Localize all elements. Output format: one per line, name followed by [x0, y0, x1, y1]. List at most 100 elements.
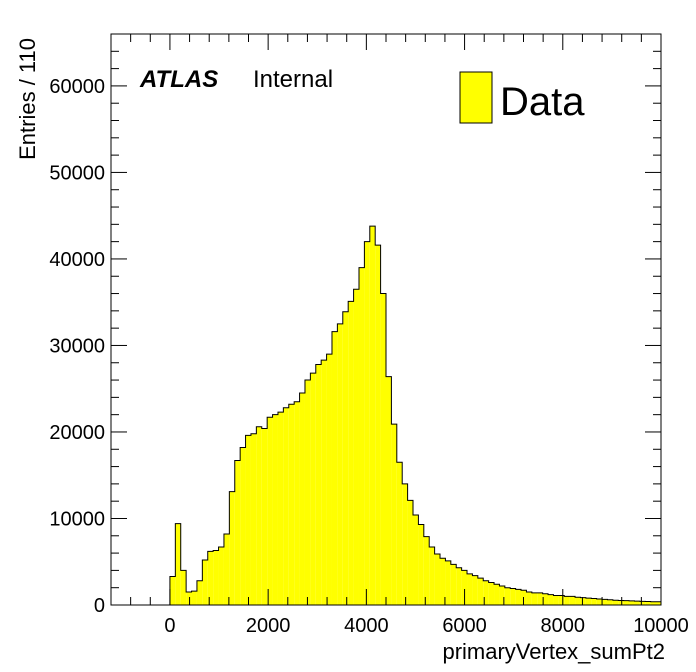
histogram-bin	[472, 576, 477, 605]
histogram-bin	[300, 393, 305, 605]
histogram-bin	[197, 581, 202, 605]
histogram-bin	[343, 312, 348, 605]
y-axis-title: Entries / 110	[15, 38, 40, 160]
histogram-bin	[186, 592, 191, 605]
x-tick-label: 4000	[344, 615, 389, 637]
histogram-bin	[602, 599, 607, 605]
histogram-bin	[445, 561, 450, 605]
histogram-bin	[526, 592, 531, 605]
x-tick-label: 8000	[541, 615, 586, 637]
x-tick-label: 0	[164, 615, 175, 637]
y-tick-label: 40000	[49, 249, 105, 271]
histogram-bin	[559, 595, 564, 605]
histogram-bin	[413, 515, 418, 605]
y-tick-label: 60000	[49, 76, 105, 98]
histogram-bin	[575, 597, 580, 605]
histogram-bin	[235, 461, 240, 605]
histogram-bin	[548, 595, 553, 605]
legend-swatch	[460, 72, 492, 123]
x-tick-label: 6000	[442, 615, 487, 637]
histogram-bin	[375, 245, 380, 605]
x-tick-label: 10000	[633, 615, 689, 637]
x-tick-label: 2000	[246, 615, 291, 637]
histogram-bin	[294, 402, 299, 605]
x-axis-title: primaryVertex_sumPt2	[442, 639, 665, 664]
y-tick-label: 0	[94, 595, 105, 617]
histogram-bin	[640, 601, 645, 605]
histogram-bin	[370, 226, 375, 605]
histogram-bin	[613, 600, 618, 605]
histogram-bin	[332, 332, 337, 605]
histogram-bin	[381, 294, 386, 605]
y-tick-label: 20000	[49, 422, 105, 444]
y-tick-labels: 0 10000 20000 30000 40000 50000 60000	[49, 76, 105, 617]
histogram-bin	[553, 595, 558, 605]
histogram-bin	[586, 598, 591, 605]
histogram-bin	[451, 564, 456, 605]
histogram-bin	[229, 492, 234, 605]
y-tick-label: 30000	[49, 335, 105, 357]
histogram-bin	[208, 551, 213, 605]
histogram-bin	[489, 583, 494, 605]
histogram-bin	[305, 380, 310, 605]
histogram-bin	[629, 601, 634, 605]
histogram-bin	[181, 570, 186, 605]
histogram-bin	[246, 435, 251, 605]
x-tick-labels: 0 2000 4000 6000 8000 10000	[164, 615, 688, 637]
y-tick-label: 10000	[49, 508, 105, 530]
histogram-bin	[262, 429, 267, 605]
histogram-bin	[240, 448, 245, 605]
histogram-bin	[467, 574, 472, 605]
histogram-bin	[634, 601, 639, 605]
histogram-bin	[219, 547, 224, 605]
histogram-bin	[397, 462, 402, 605]
histogram-bin	[618, 601, 623, 605]
histogram-bin	[192, 591, 197, 605]
histogram-bin	[391, 424, 396, 605]
histogram-bin	[429, 547, 434, 605]
histogram-bin	[337, 324, 342, 605]
histogram-bin	[273, 415, 278, 605]
histogram-bin	[591, 599, 596, 605]
histogram-bin	[310, 373, 315, 605]
histogram-bars	[170, 226, 661, 605]
histogram-bin	[624, 601, 629, 605]
histogram-bin	[402, 484, 407, 605]
histogram-bin	[607, 600, 612, 605]
histogram-bin	[570, 596, 575, 605]
atlas-label: ATLAS	[139, 66, 218, 93]
histogram-bin	[278, 412, 283, 605]
histogram-bin	[327, 354, 332, 605]
histogram-bin	[456, 568, 461, 605]
histogram-bin	[478, 578, 483, 605]
y-tick-label: 50000	[49, 162, 105, 184]
histogram-bin	[224, 534, 229, 605]
histogram-bin	[321, 360, 326, 605]
histogram-bin	[348, 301, 353, 605]
histogram-bin	[386, 377, 391, 605]
histogram-bin	[170, 576, 175, 605]
histogram-bin	[213, 550, 218, 605]
histogram-bin	[251, 434, 256, 605]
histogram-bin	[418, 525, 423, 605]
histogram-bin	[256, 427, 261, 605]
histogram-bin	[505, 588, 510, 605]
histogram-bin	[516, 589, 521, 605]
histogram-bin	[564, 596, 569, 605]
legend-label: Data	[500, 80, 585, 124]
histogram-bin	[494, 584, 499, 605]
histogram-bin	[289, 404, 294, 605]
histogram-bin	[510, 589, 515, 605]
histogram-bin	[532, 593, 537, 605]
histogram-bin	[537, 593, 542, 605]
histogram-bin	[354, 289, 359, 605]
histogram-bin	[645, 602, 650, 605]
histogram-bin	[597, 599, 602, 605]
histogram-bin	[283, 408, 288, 605]
histogram-bin	[267, 417, 272, 605]
histogram-bin	[316, 364, 321, 605]
histogram-bin	[359, 268, 364, 605]
histogram-bin	[408, 500, 413, 605]
internal-label: Internal	[253, 66, 333, 93]
histogram-bin	[364, 242, 369, 605]
